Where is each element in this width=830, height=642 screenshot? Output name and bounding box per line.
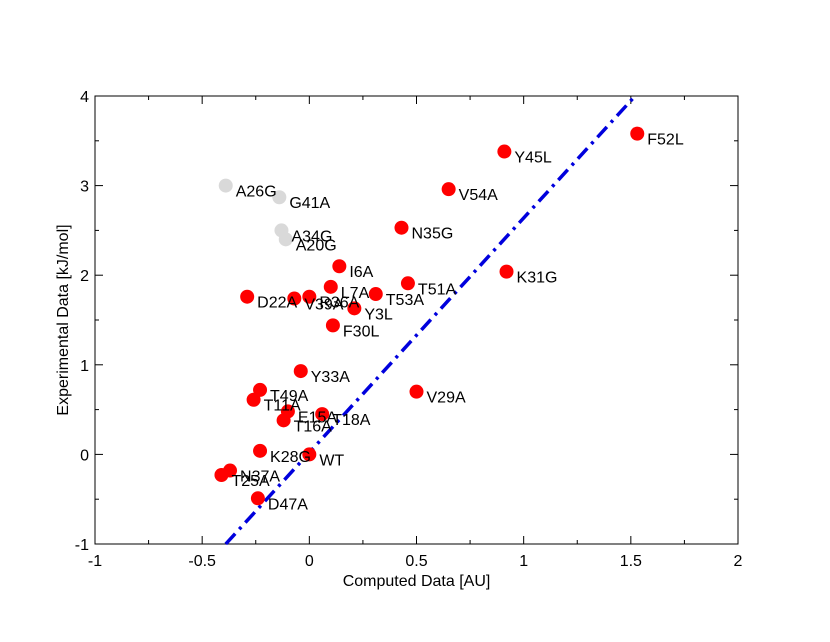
point-label-y3l: Y3L: [364, 306, 393, 323]
point-label-t51a: T51A: [418, 281, 457, 298]
point-label-t25a: T25A: [231, 473, 270, 490]
point-label-t18a: T18A: [332, 412, 371, 429]
axis-ticks: [94, 95, 739, 545]
data-point-y3l: [347, 301, 362, 316]
data-point-g41a: [272, 190, 287, 205]
data-point-r36a: [302, 289, 317, 304]
data-point-f52l: [630, 126, 645, 141]
y-tick-label: 4: [80, 89, 89, 106]
y-tick-label: 2: [80, 268, 89, 285]
point-label-y45l: Y45L: [514, 150, 551, 167]
data-point-a26g: [218, 178, 233, 193]
data-point-v54a: [441, 182, 456, 197]
x-tick-label: 1: [519, 553, 528, 570]
data-point-t11a: [246, 392, 261, 407]
data-point-t16a: [276, 413, 291, 428]
point-label-a26g: A26G: [236, 184, 277, 201]
x-tick-label: 2: [734, 553, 743, 570]
fit-line: [224, 94, 637, 546]
y-tick-label: 0: [80, 447, 89, 464]
x-tick-label: 0: [305, 553, 314, 570]
tick-labels: -1 -0.5 0 0.5 1 1.5 2 -1 0 1 2 3 4: [75, 89, 743, 570]
plot-frame: [94, 95, 739, 545]
point-label-v54a: V54A: [459, 187, 498, 204]
x-tick-label: -1: [88, 553, 102, 570]
point-label-f30l: F30L: [343, 323, 380, 340]
data-point-t53a: [368, 287, 383, 302]
point-label-n37a: N37A: [240, 469, 280, 486]
point-label-k31g: K31G: [517, 270, 558, 287]
data-point-t51a: [400, 276, 415, 291]
data-point-k28g: [253, 443, 268, 458]
x-tick-label: 0.5: [405, 553, 427, 570]
data-point-k31g: [499, 264, 514, 279]
data-point-l7a: [323, 279, 338, 294]
data-point-a20g: [278, 232, 293, 247]
data-point-d47a: [250, 491, 265, 506]
point-label-a20g: A20G: [296, 237, 337, 254]
data-point-n35g: [394, 220, 409, 235]
point-label-wt: WT: [319, 452, 344, 469]
point-label-y33a: Y33A: [311, 369, 350, 386]
x-axis-label: Computed Data [AU]: [343, 573, 491, 590]
data-point-y45l: [497, 144, 512, 159]
point-label-v39a: V39A: [304, 296, 343, 313]
point-label-t11a: T11A: [264, 398, 301, 415]
y-tick-label: 3: [80, 179, 89, 196]
point-label-f52l: F52L: [647, 132, 684, 149]
data-point-f30l: [325, 318, 340, 333]
data-point-i6a: [332, 259, 347, 274]
data-point-t25a: [214, 468, 229, 483]
point-label-d47a: D47A: [268, 496, 308, 513]
point-label-n35g: N35G: [411, 226, 453, 243]
data-point-wt: [302, 447, 317, 462]
point-label-i6a: I6A: [349, 264, 373, 281]
fit-line-layer: [224, 94, 637, 546]
data-point-v39a: [287, 291, 302, 306]
point-label-a34g: A34G: [291, 228, 332, 245]
point-label-t53a: T53A: [386, 292, 425, 309]
y-tick-label: -1: [75, 537, 89, 554]
x-tick-label: 1.5: [620, 553, 642, 570]
point-label-d22a: D22A: [257, 295, 297, 312]
point-label-l7a: L7A: [341, 285, 370, 302]
point-label-g41a: G41A: [289, 195, 330, 212]
point-label-t16a: T16A: [294, 418, 333, 435]
point-label-e15a: E15A: [298, 409, 337, 426]
x-tick-label: -0.5: [188, 553, 216, 570]
data-point-y33a: [293, 364, 308, 379]
data-point-v29a: [409, 384, 424, 399]
y-axis-label: Experimental Data [kJ/mol]: [55, 224, 72, 415]
point-label-t49a: T49A: [270, 388, 309, 405]
y-tick-label: 1: [80, 358, 89, 375]
data-point-d22a: [240, 289, 255, 304]
data-point-t18a: [315, 407, 330, 422]
point-label-k28g: K28G: [270, 449, 311, 466]
data-points: [214, 126, 645, 506]
point-label-r36a: R36A: [319, 295, 359, 312]
point-label-v29a: V29A: [427, 390, 466, 407]
